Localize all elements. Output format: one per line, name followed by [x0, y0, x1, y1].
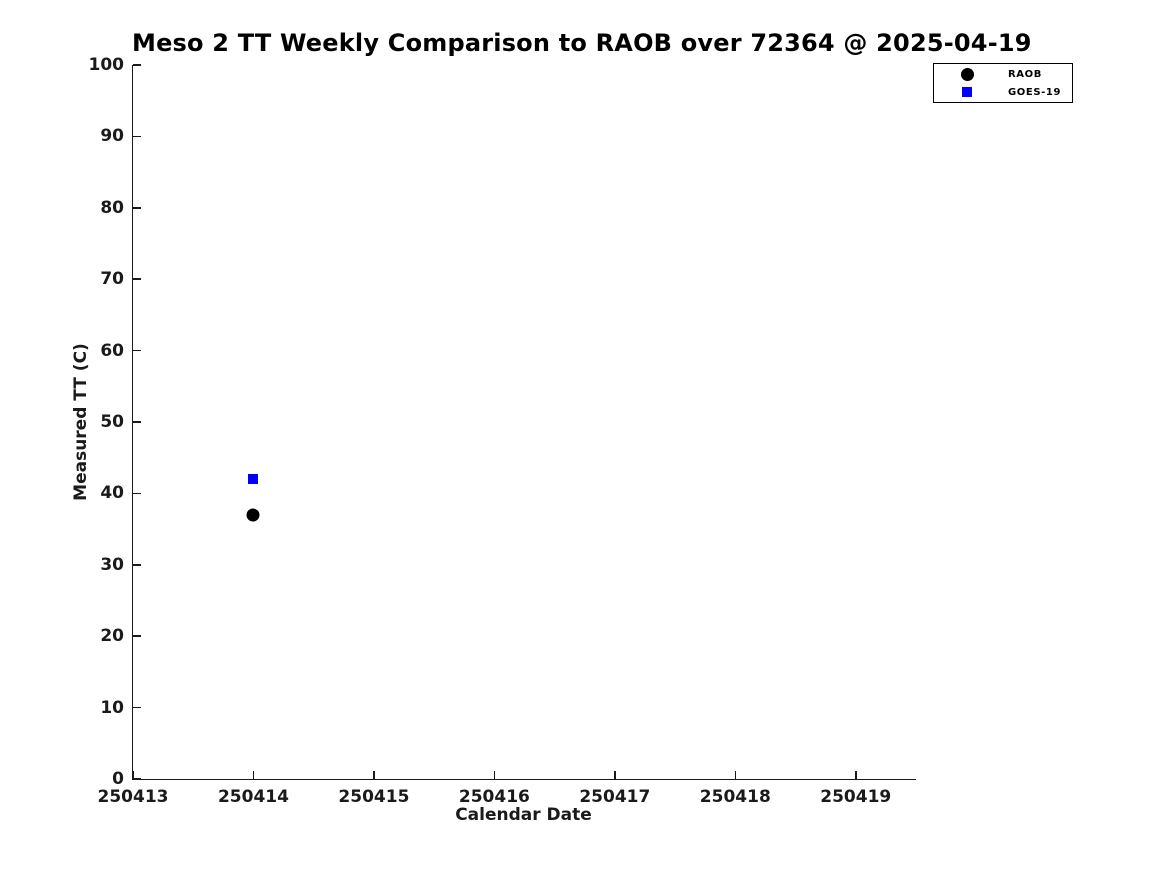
y-tick-label: 50 — [100, 412, 124, 432]
legend: RAOB GOES-19 — [933, 63, 1073, 103]
y-tick-mark — [133, 635, 141, 637]
legend-label-raob: RAOB — [1008, 68, 1042, 80]
x-tick-mark — [132, 771, 134, 779]
y-tick-label: 40 — [100, 483, 124, 504]
y-tick-label: 70 — [100, 269, 124, 290]
y-tick-mark — [133, 492, 141, 495]
y-tick-mark — [133, 706, 141, 709]
y-tick-mark — [133, 421, 141, 423]
x-tick-label: 250418 — [699, 787, 771, 807]
y-tick-mark — [133, 349, 141, 352]
y-tick-mark — [133, 135, 141, 138]
legend-item-goes-19: GOES-19 — [934, 84, 1072, 100]
x-tick-mark — [734, 771, 737, 779]
legend-label-goes-19: GOES-19 — [1008, 86, 1062, 98]
chart-title: Meso 2 TT Weekly Comparison to RAOB over… — [132, 29, 1032, 57]
plot-area: 0 10 20 30 40 50 60 70 80 90 100 250413 250414 250415… — [89, 55, 916, 807]
square-marker-icon — [962, 87, 972, 97]
y-tick-label: 10 — [100, 697, 124, 718]
x-tick-mark — [855, 771, 857, 779]
y-tick-mark — [133, 564, 141, 566]
y-tick-label: 100 — [88, 55, 125, 75]
x-tick-mark — [252, 771, 255, 779]
legend-item-raob: RAOB — [934, 66, 1072, 82]
y-tick-label: 30 — [100, 554, 124, 575]
x-tick-label: 250419 — [820, 787, 892, 807]
x-tick-label: 250413 — [97, 787, 169, 807]
y-tick-label: 0 — [112, 769, 124, 789]
x-tick-label: 250417 — [579, 787, 651, 807]
x-axis-label: Calendar Date — [455, 805, 592, 825]
y-tick-label: 20 — [100, 626, 124, 647]
x-tick-mark — [373, 771, 375, 779]
x-tick-mark — [493, 771, 496, 779]
x-tick-label: 250414 — [217, 787, 289, 807]
circle-marker-icon — [960, 67, 974, 81]
x-tick-mark — [614, 771, 616, 779]
y-axis-label: Measured TT (C) — [71, 343, 91, 501]
y-tick-label: 80 — [100, 197, 124, 218]
y-tick-label: 60 — [100, 340, 124, 361]
x-tick-label: 250415 — [338, 787, 410, 807]
y-tick-label: 90 — [100, 126, 124, 147]
y-tick-mark — [133, 278, 141, 280]
raob-data-point — [246, 508, 260, 522]
y-tick-mark — [133, 778, 141, 780]
legend-marker-cell — [934, 67, 1000, 81]
y-tick-mark — [133, 207, 141, 209]
goes-19-data-point — [248, 474, 259, 485]
y-tick-mark — [133, 64, 141, 66]
legend-marker-cell — [934, 87, 1000, 97]
x-tick-label: 250416 — [458, 787, 530, 807]
